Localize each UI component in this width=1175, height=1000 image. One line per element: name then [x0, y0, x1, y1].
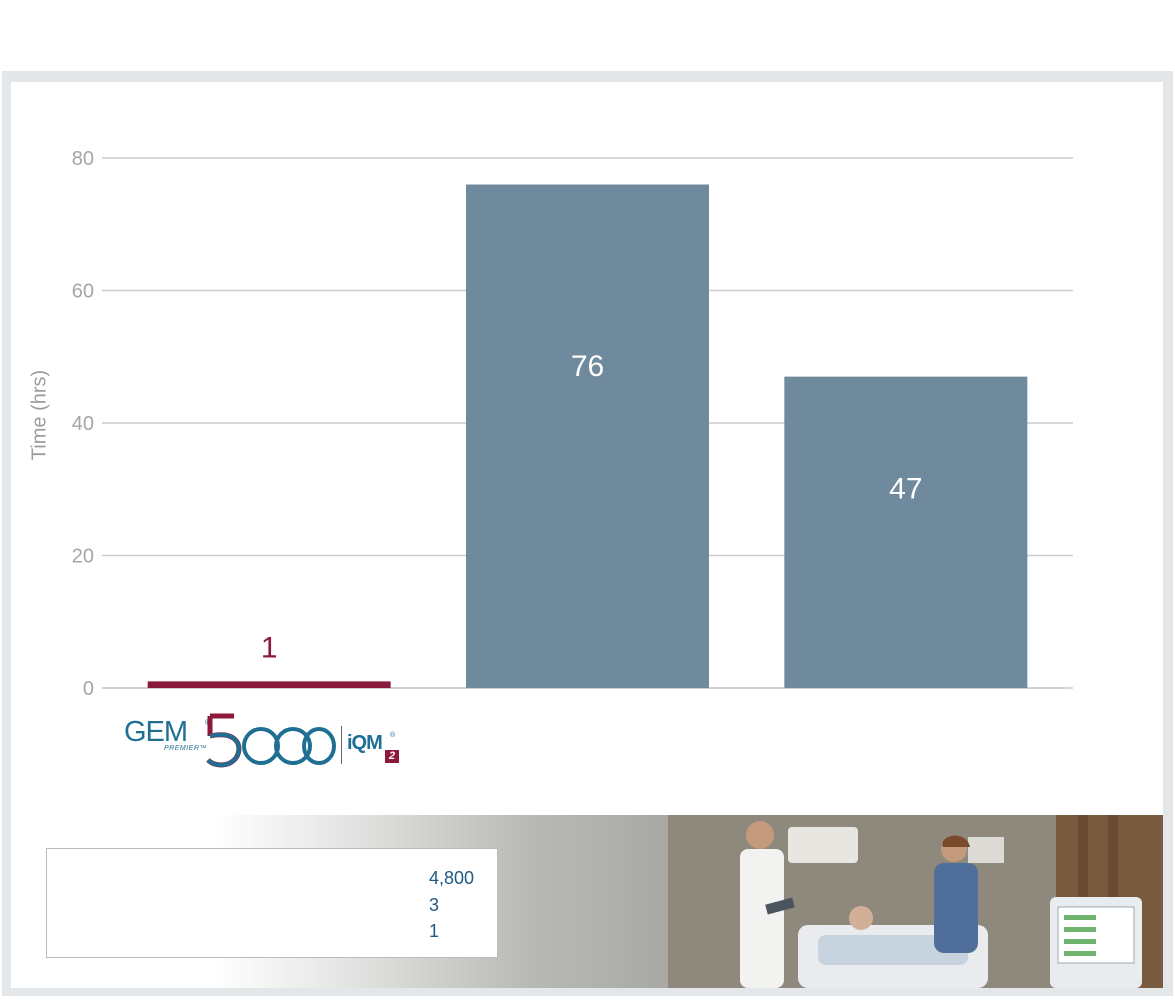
y-tick-label-2: 40 — [72, 413, 94, 435]
info-box: 4,800 3 1 — [46, 848, 498, 958]
y-tick-label-3: 60 — [72, 281, 94, 303]
logo-iqm-version: 2 — [385, 750, 399, 763]
gem-premier-5000-logo: GEM ® PREMIER™ iQM ® 2 — [124, 712, 414, 774]
info-value-3: 1 — [429, 921, 440, 941]
hospital-photo — [668, 815, 1163, 988]
y-axis-label: Time (hrs) — [28, 369, 51, 461]
bar-value-label-2: 47 — [889, 473, 922, 506]
info-value-1: 4,800 — [429, 868, 475, 888]
y-tick-label-1: 20 — [72, 546, 94, 568]
y-axis-ticks: 0 20 40 60 80 — [72, 148, 94, 700]
doctor-figure — [740, 821, 795, 988]
logo-premier-text: PREMIER™ — [164, 745, 207, 752]
logo-5000-mark — [206, 713, 336, 768]
bar-value-label-0: 1 — [261, 631, 278, 664]
y-axis-label-area: Time (hrs) — [0, 150, 84, 680]
bar-value-label-1: 76 — [571, 350, 604, 383]
logo-brand-text: GEM — [124, 716, 188, 748]
logo-iqm-registered-mark: ® — [390, 732, 396, 739]
bar-data-labels: 1 76 47 — [261, 350, 923, 665]
bar-2 — [784, 376, 1028, 688]
chart-bars — [147, 184, 1028, 688]
bar-0 — [147, 681, 391, 688]
y-tick-label-4: 80 — [72, 148, 94, 170]
analyzer-monitor — [1050, 897, 1142, 988]
logo-iqm-text: iQM — [347, 732, 383, 754]
nurse-figure — [934, 835, 978, 953]
bar-1 — [466, 184, 709, 688]
hospital-scene-illustration — [668, 815, 1163, 988]
logo-separator — [341, 726, 342, 764]
y-tick-label-0: 0 — [83, 678, 94, 700]
info-value-2: 3 — [429, 895, 440, 915]
